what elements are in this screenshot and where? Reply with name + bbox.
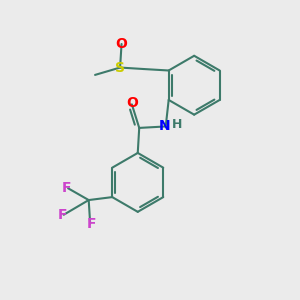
Text: F: F (62, 181, 71, 195)
Text: S: S (115, 61, 125, 75)
Text: O: O (116, 37, 128, 51)
Text: H: H (172, 118, 183, 131)
Text: O: O (126, 96, 138, 110)
Text: F: F (87, 217, 96, 231)
Text: F: F (57, 208, 67, 222)
Text: N: N (158, 119, 170, 134)
